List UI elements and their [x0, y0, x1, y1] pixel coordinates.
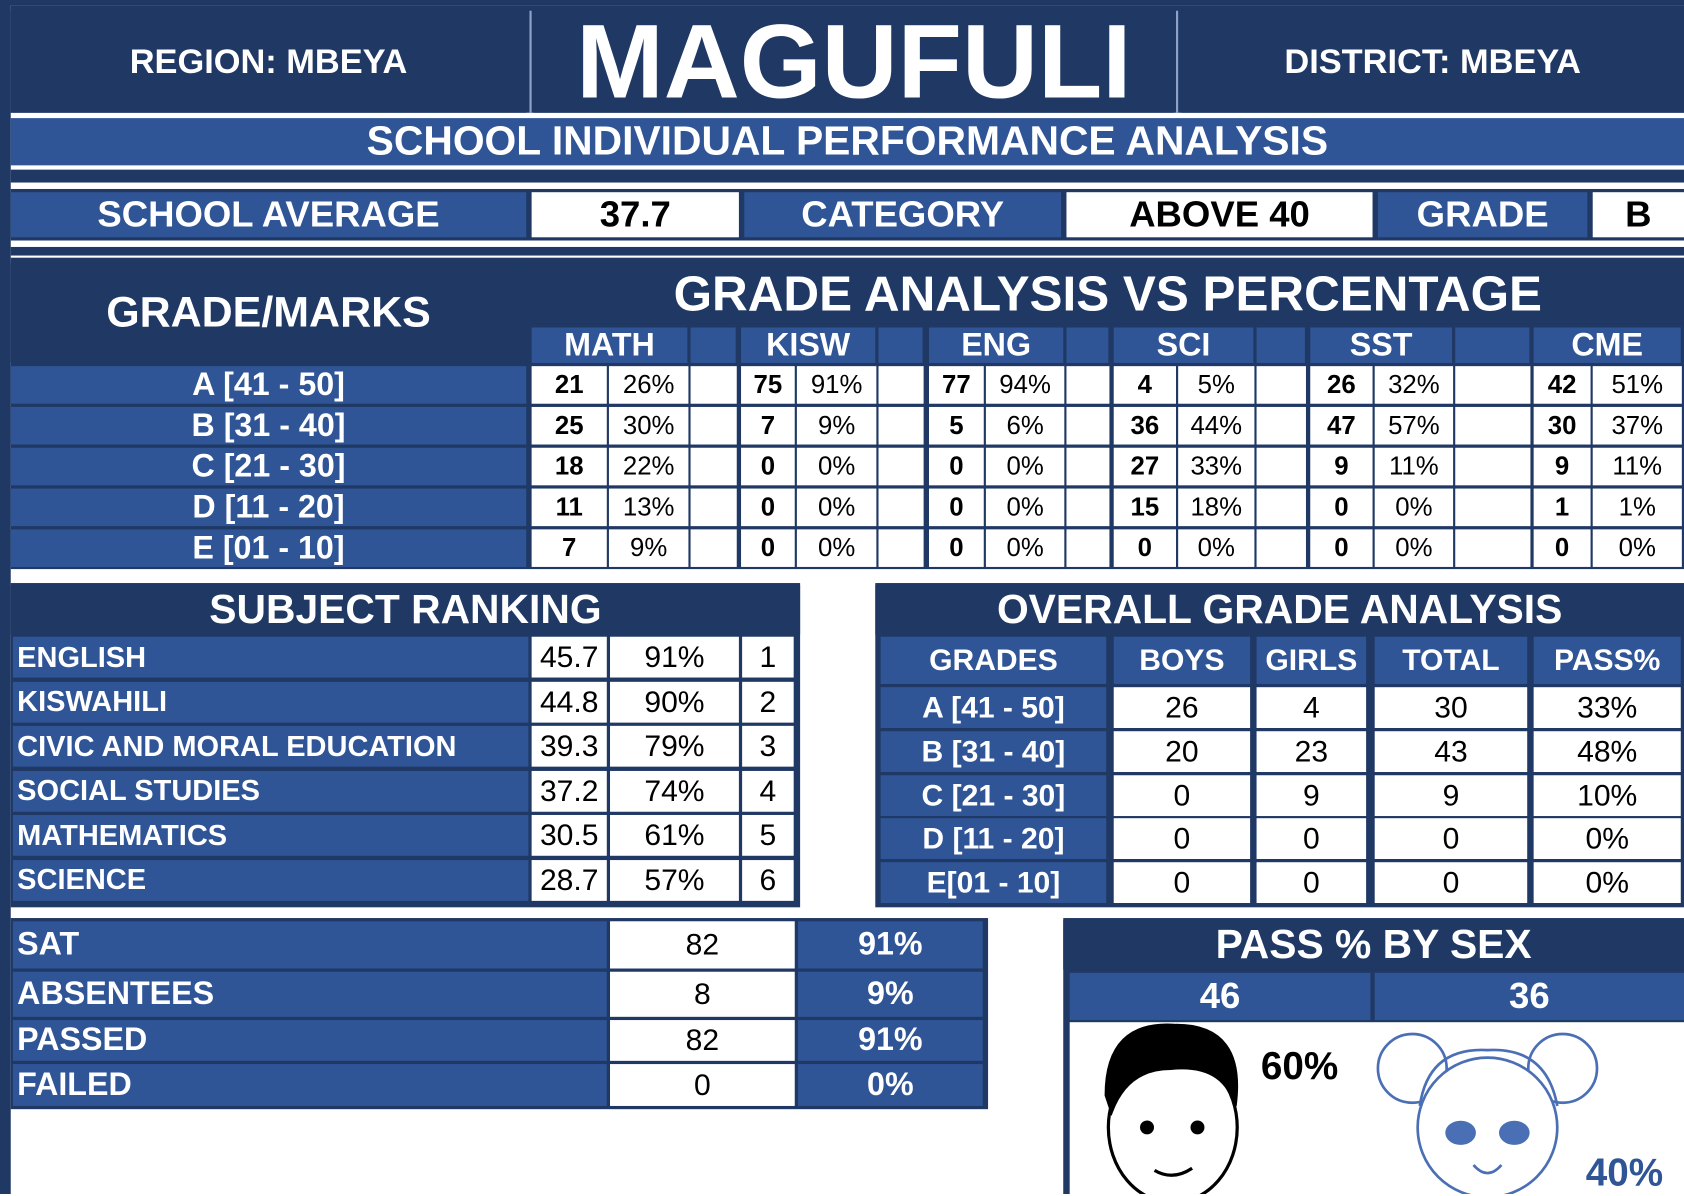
girl-face: [1378, 1034, 1597, 1194]
dashboard: REGION: MBEYAMAGUFULIDISTRICT: MBEYASCHO…: [0, 0, 1684, 1194]
illustrations: [0, 0, 1684, 1194]
boy-face: [1106, 1025, 1237, 1194]
page: {"header":{"region":"REGION: MBEYA","sch…: [0, 0, 1684, 1194]
